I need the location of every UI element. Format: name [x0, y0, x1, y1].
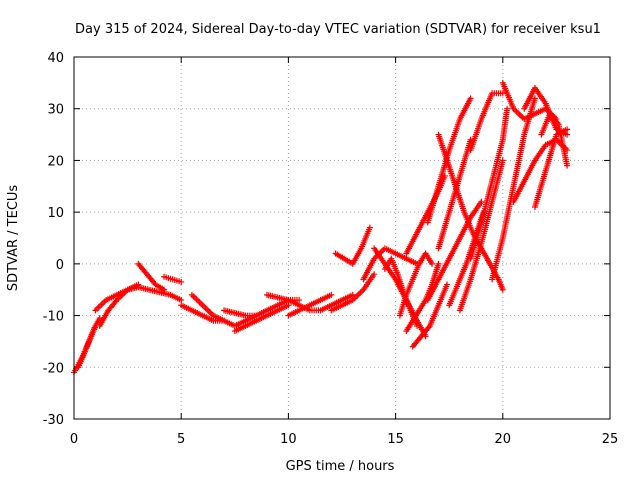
x-tick-label: 5: [177, 432, 185, 447]
data-point: [564, 131, 571, 138]
data-point: [328, 291, 335, 298]
series-s11: [263, 291, 356, 314]
data-point: [478, 198, 485, 205]
series-s6: [161, 273, 185, 285]
series-s28: [467, 90, 506, 154]
data-point: [414, 322, 421, 329]
series-s34: [531, 126, 571, 210]
data-point: [366, 224, 373, 231]
series-s29: [467, 105, 511, 262]
series-s3: [92, 284, 185, 314]
x-tick-label: 20: [495, 432, 512, 447]
series-s19: [403, 260, 442, 335]
data-point: [499, 157, 506, 164]
series-s35: [538, 110, 571, 169]
series-s24: [435, 136, 474, 252]
y-tick-label: 20: [47, 154, 64, 169]
y-tick-label: 10: [47, 206, 64, 221]
data-point: [499, 286, 506, 293]
x-tick-label: 10: [280, 432, 297, 447]
series-s9: [221, 297, 303, 319]
data-point: [564, 162, 571, 169]
y-tick-label: -30: [43, 413, 64, 428]
y-tick-label: -20: [43, 361, 64, 376]
data-point: [444, 281, 451, 288]
series-s18: [396, 250, 436, 319]
data-point: [178, 278, 185, 285]
data-point: [161, 286, 168, 293]
plot-markers: [71, 79, 571, 376]
data-point: [135, 281, 142, 288]
series-s14: [332, 224, 373, 267]
series-s4: [96, 281, 142, 329]
data-point: [467, 95, 474, 102]
series-s30: [489, 95, 538, 283]
data-point: [349, 291, 356, 298]
series-s2: [75, 322, 99, 371]
y-tick-label: 0: [56, 258, 64, 273]
series-s21: [409, 281, 451, 350]
plot-frame: [73, 56, 611, 420]
series-s25: [435, 131, 506, 293]
grid-lines: [73, 56, 611, 420]
series-s5: [135, 260, 168, 293]
series-s12: [285, 291, 335, 319]
chart-title: Day 315 of 2024, Sidereal Day-to-day VTE…: [75, 22, 601, 37]
x-tick-label: 15: [387, 432, 404, 447]
data-point: [429, 260, 436, 267]
x-tick-label: 25: [602, 432, 619, 447]
series-s13: [328, 271, 378, 314]
data-point: [285, 302, 292, 309]
x-axis-label: GPS time / hours: [286, 459, 395, 474]
data-point: [435, 260, 442, 267]
data-point: [499, 90, 506, 97]
y-tick-labels: -30 -20 -10 0 10 20 30 40: [43, 51, 64, 428]
series-s27: [456, 157, 506, 314]
x-tick-label: 0: [70, 432, 78, 447]
data-point: [531, 95, 538, 102]
data-point: [296, 297, 303, 304]
data-point: [564, 126, 571, 133]
y-tick-label: 30: [47, 103, 64, 118]
series-s10: [231, 302, 292, 335]
y-tick-label: 40: [47, 51, 64, 66]
x-tick-labels: 0 5 10 15 20 25: [70, 432, 618, 447]
data-point: [371, 271, 378, 278]
data-point: [178, 297, 185, 304]
data-point: [504, 105, 511, 112]
y-axis-label: SDTVAR / TECUs: [6, 185, 21, 292]
series-s23: [424, 198, 485, 304]
y-tick-label: -10: [43, 310, 64, 325]
